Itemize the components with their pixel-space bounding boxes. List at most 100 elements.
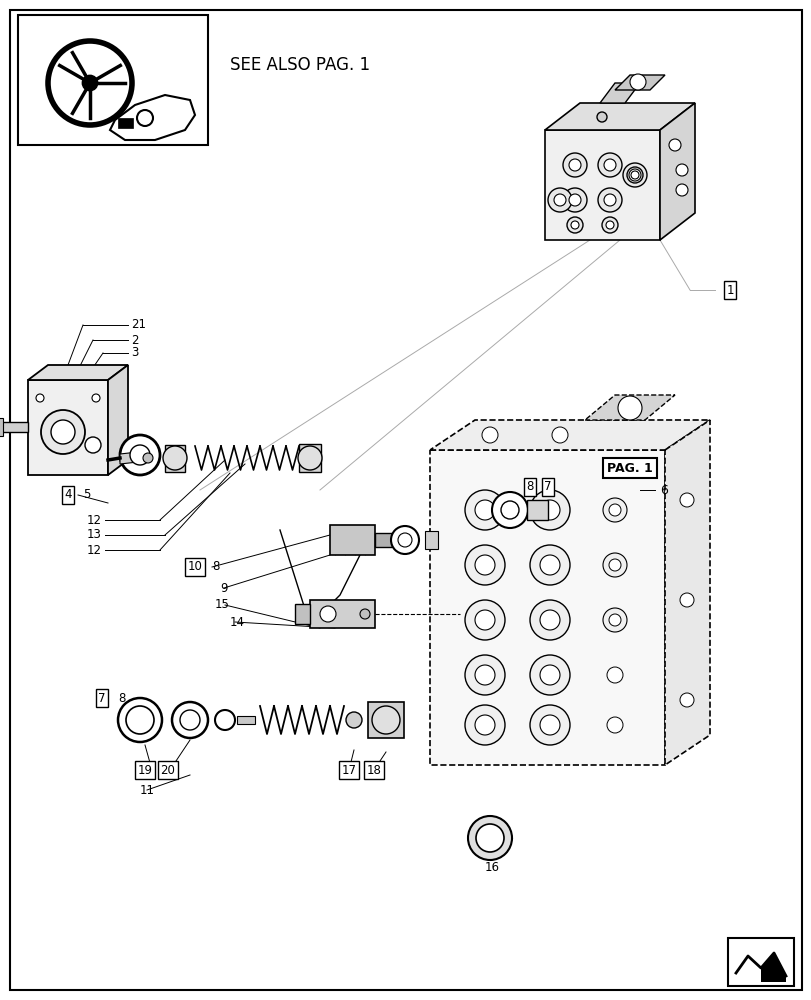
Circle shape	[607, 717, 622, 733]
Circle shape	[371, 706, 400, 734]
Circle shape	[137, 110, 152, 126]
Circle shape	[474, 610, 495, 630]
Circle shape	[320, 606, 336, 622]
Circle shape	[630, 171, 638, 179]
Text: 8: 8	[526, 481, 533, 493]
Polygon shape	[375, 533, 392, 547]
Text: 10: 10	[187, 560, 202, 574]
Circle shape	[36, 394, 44, 402]
Circle shape	[465, 655, 504, 695]
Circle shape	[603, 608, 626, 632]
Polygon shape	[760, 953, 785, 982]
Circle shape	[539, 555, 560, 575]
Polygon shape	[237, 716, 255, 724]
Text: 14: 14	[230, 615, 245, 628]
Polygon shape	[109, 95, 195, 140]
Circle shape	[603, 194, 616, 206]
Circle shape	[359, 609, 370, 619]
Polygon shape	[28, 380, 108, 475]
Circle shape	[397, 533, 411, 547]
Circle shape	[530, 600, 569, 640]
Circle shape	[539, 715, 560, 735]
Polygon shape	[310, 600, 375, 628]
Text: 9: 9	[220, 582, 227, 594]
Circle shape	[180, 710, 200, 730]
Circle shape	[596, 112, 607, 122]
Polygon shape	[367, 702, 404, 738]
Circle shape	[474, 555, 495, 575]
Circle shape	[539, 665, 560, 685]
Circle shape	[539, 610, 560, 630]
Text: 16: 16	[484, 861, 500, 874]
Text: 18: 18	[366, 764, 381, 776]
Text: 6: 6	[659, 484, 667, 496]
Text: 7: 7	[98, 692, 105, 704]
Text: 11: 11	[139, 784, 155, 796]
Text: SEE ALSO PAG. 1: SEE ALSO PAG. 1	[230, 56, 370, 74]
Circle shape	[465, 545, 504, 585]
Text: 12: 12	[87, 544, 102, 556]
Circle shape	[467, 816, 512, 860]
Circle shape	[391, 526, 418, 554]
Circle shape	[83, 76, 97, 90]
Text: 15: 15	[215, 598, 230, 611]
Circle shape	[629, 74, 646, 90]
Text: 17: 17	[341, 764, 356, 776]
Circle shape	[474, 665, 495, 685]
Polygon shape	[329, 525, 375, 555]
Circle shape	[172, 702, 208, 738]
Circle shape	[500, 501, 518, 519]
Circle shape	[608, 559, 620, 571]
Polygon shape	[298, 444, 320, 472]
Circle shape	[679, 693, 693, 707]
Polygon shape	[584, 395, 674, 420]
Circle shape	[85, 437, 101, 453]
Circle shape	[163, 446, 187, 470]
Circle shape	[605, 221, 613, 229]
Circle shape	[676, 184, 687, 196]
Polygon shape	[664, 420, 709, 765]
Circle shape	[345, 712, 362, 728]
Circle shape	[465, 600, 504, 640]
Bar	[727, 938, 793, 986]
Circle shape	[474, 500, 495, 520]
Bar	[18, 15, 208, 145]
Polygon shape	[0, 418, 3, 436]
Circle shape	[475, 824, 504, 852]
Circle shape	[597, 153, 621, 177]
Circle shape	[607, 667, 622, 683]
Circle shape	[120, 435, 160, 475]
Circle shape	[51, 420, 75, 444]
Polygon shape	[294, 604, 310, 624]
Circle shape	[530, 490, 569, 530]
Circle shape	[629, 169, 640, 181]
Circle shape	[562, 153, 586, 177]
Circle shape	[539, 500, 560, 520]
Circle shape	[626, 167, 642, 183]
Circle shape	[298, 446, 322, 470]
Circle shape	[482, 427, 497, 443]
Circle shape	[41, 410, 85, 454]
Polygon shape	[430, 420, 709, 450]
Circle shape	[551, 427, 568, 443]
Polygon shape	[430, 450, 664, 765]
Circle shape	[569, 194, 581, 206]
Circle shape	[622, 163, 646, 187]
Circle shape	[566, 217, 582, 233]
Text: 20: 20	[161, 764, 175, 776]
Polygon shape	[165, 445, 185, 472]
Circle shape	[603, 498, 626, 522]
Text: 2: 2	[131, 334, 139, 347]
Circle shape	[668, 139, 680, 151]
Polygon shape	[659, 103, 694, 240]
Text: 21: 21	[131, 318, 146, 332]
Circle shape	[92, 394, 100, 402]
Polygon shape	[614, 75, 664, 90]
Circle shape	[143, 453, 152, 463]
Polygon shape	[0, 422, 28, 432]
Circle shape	[569, 159, 581, 171]
Text: 7: 7	[543, 481, 551, 493]
Circle shape	[601, 217, 617, 233]
Circle shape	[530, 705, 569, 745]
Text: 4: 4	[64, 488, 71, 502]
